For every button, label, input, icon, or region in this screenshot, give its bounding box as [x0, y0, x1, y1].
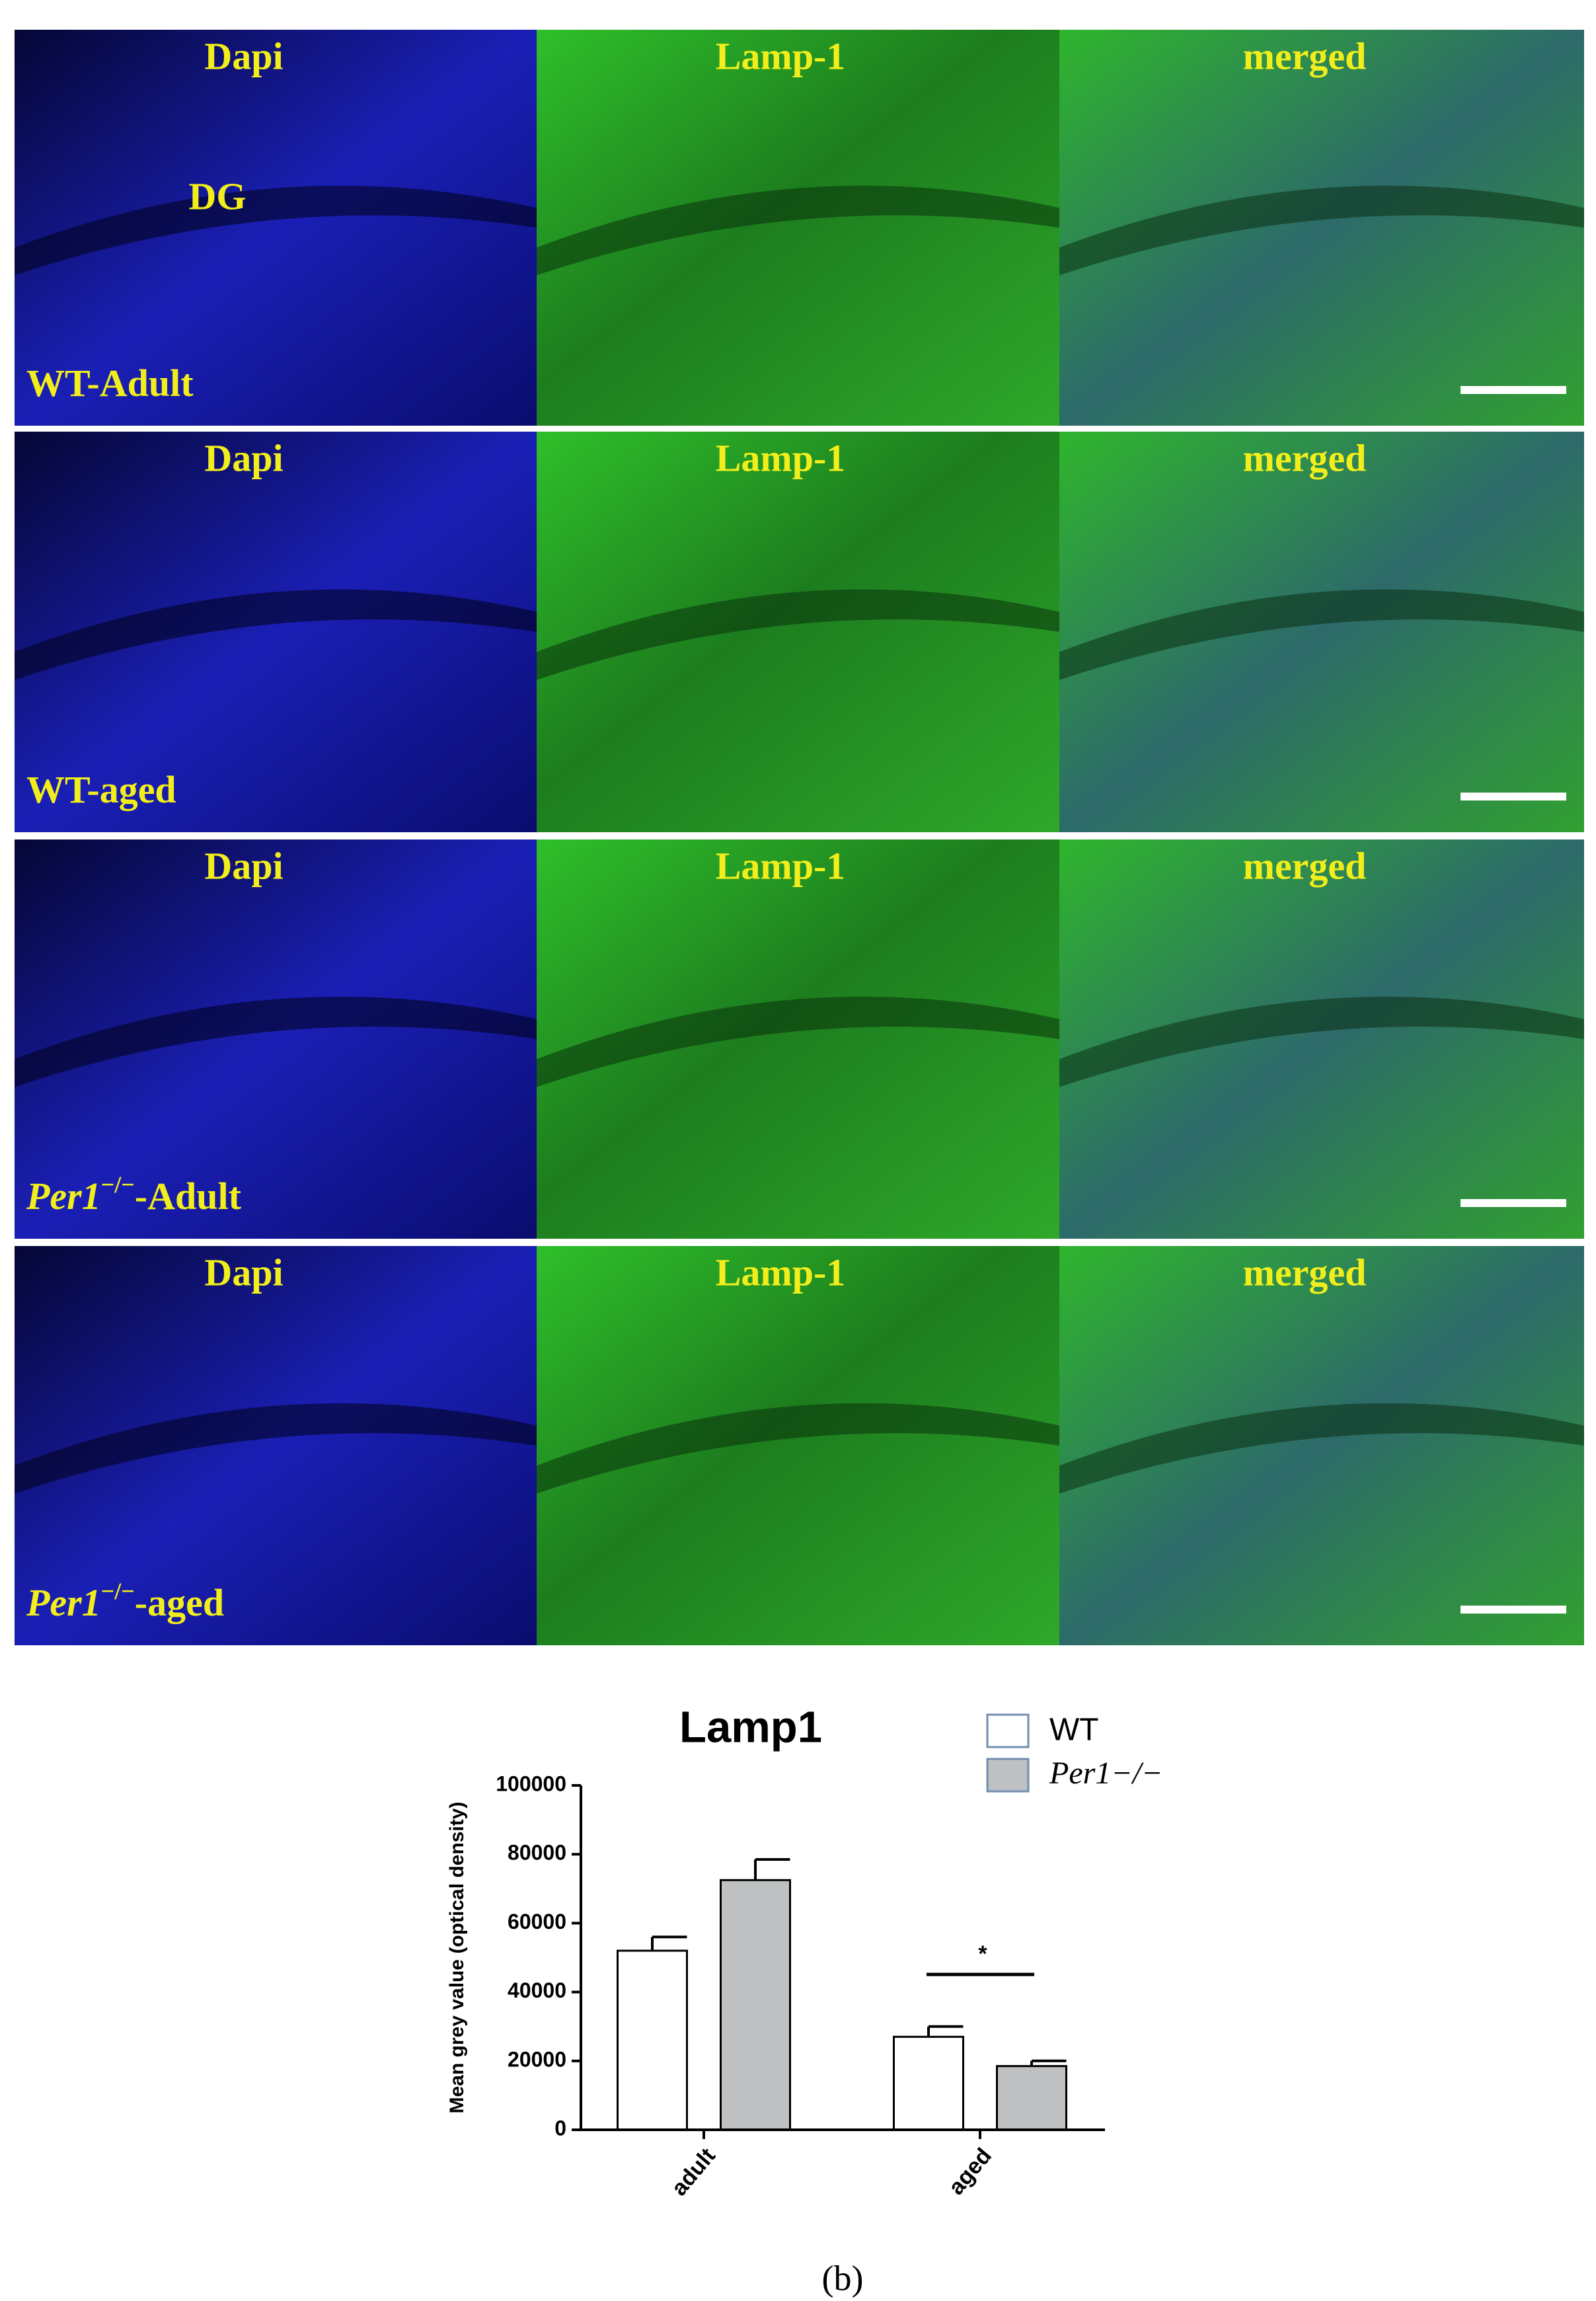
group-label-part: WT: [26, 768, 90, 811]
tissue-band: [1059, 1403, 1584, 1494]
channel-label: merged: [1243, 436, 1367, 479]
scale-bar: [1461, 1606, 1566, 1614]
bar: [720, 1879, 791, 2131]
group-label: Per1−/−-aged: [26, 1578, 224, 1624]
channel-label: Lamp-1: [716, 34, 846, 77]
tissue-band: [15, 996, 537, 1087]
y-tick-label: 40000: [508, 1978, 566, 2002]
scale-bar: [1461, 793, 1566, 800]
caption: (b): [822, 2258, 864, 2298]
group-label-part: −/−: [101, 1171, 135, 1198]
bar: [893, 2035, 964, 2131]
tissue-band: [15, 1403, 537, 1494]
group-label-part: -aged: [135, 1581, 224, 1624]
channel-label: Dapi: [204, 844, 283, 887]
channel-label: Dapi: [204, 436, 283, 479]
y-tick-label: 0: [554, 2116, 566, 2140]
tissue-band: [537, 996, 1059, 1087]
channel-label: Lamp-1: [716, 436, 846, 479]
channel-label: Dapi: [204, 1251, 283, 1294]
group-label-part: -Adult: [135, 1175, 242, 1218]
tissue-band: [15, 589, 537, 680]
y-tick-label: 100000: [496, 1772, 566, 1795]
group-label-part: Per1: [26, 1175, 101, 1218]
tissue-band: [537, 185, 1059, 276]
tissue-band: [537, 1403, 1059, 1494]
group-label-part: Per1: [26, 1581, 101, 1624]
x-tick-label: adult: [667, 2143, 720, 2201]
y-tick-label: 20000: [508, 2047, 566, 2071]
tissue-band: [15, 185, 537, 276]
legend-swatch: [986, 1713, 1030, 1748]
bar: [996, 2065, 1067, 2131]
chart-title: Lamp1: [679, 1703, 822, 1752]
group-label: WT-Adult: [26, 362, 194, 405]
y-tick-label: 60000: [508, 1910, 566, 1933]
legend-label: Per1−/−: [1049, 1756, 1162, 1791]
group-label-part: WT: [26, 362, 90, 405]
channel-label: Lamp-1: [716, 1251, 846, 1294]
channel-label: merged: [1243, 844, 1367, 887]
y-axis-label: Mean grey value (optical density): [446, 1802, 468, 2114]
group-label-part: -Adult: [87, 362, 194, 405]
scale-bar: [1461, 386, 1566, 394]
legend-label: WT: [1049, 1713, 1099, 1748]
channel-label: Dapi: [204, 34, 283, 77]
tissue-band: [1059, 996, 1584, 1087]
bar: [617, 1949, 688, 2131]
channel-label: merged: [1243, 34, 1367, 77]
scale-bar: [1461, 1199, 1566, 1207]
region-label: DG: [189, 175, 247, 217]
channel-label: Lamp-1: [716, 844, 846, 887]
group-label-part: -aged: [87, 768, 176, 811]
tissue-band: [537, 589, 1059, 680]
legend-swatch: [986, 1758, 1030, 1793]
y-tick-label: 80000: [508, 1841, 566, 1865]
channel-label: merged: [1243, 1251, 1367, 1294]
chart: Lamp1 Mean grey value (optical density) 0 2…: [446, 1703, 1163, 2201]
tissue-band: [1059, 185, 1584, 276]
group-label: Per1−/−-Adult: [26, 1171, 242, 1218]
tissue-band: [1059, 589, 1584, 680]
group-label-part: −/−: [101, 1578, 135, 1604]
x-tick-label: aged: [944, 2143, 997, 2199]
significance-mark: *: [978, 1941, 987, 1967]
group-label: WT-aged: [26, 768, 176, 811]
